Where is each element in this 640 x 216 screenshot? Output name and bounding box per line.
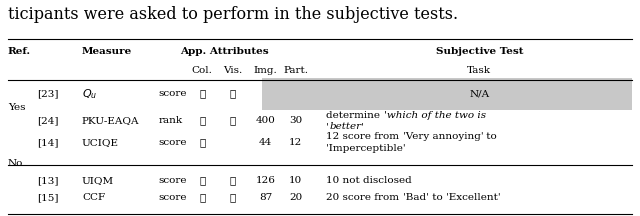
- Text: ✓: ✓: [199, 116, 205, 125]
- Text: CCF: CCF: [82, 193, 105, 202]
- Text: $Q_u$: $Q_u$: [82, 87, 97, 101]
- Text: ✓: ✓: [199, 138, 205, 147]
- Text: 'Very annoying': 'Very annoying': [403, 132, 483, 141]
- Text: UIQM: UIQM: [82, 176, 114, 185]
- Text: [23]: [23]: [37, 89, 59, 98]
- Text: 10 not disclosed: 10 not disclosed: [326, 176, 412, 185]
- Text: ': ': [326, 122, 329, 131]
- Text: better: better: [329, 122, 361, 131]
- Text: Subjective Test: Subjective Test: [436, 47, 523, 56]
- Text: ✓: ✓: [199, 193, 205, 202]
- Text: No: No: [8, 159, 23, 168]
- Text: ✓: ✓: [230, 116, 236, 125]
- Text: N/A: N/A: [469, 89, 490, 98]
- Text: 12: 12: [289, 138, 302, 147]
- Text: [24]: [24]: [37, 116, 59, 125]
- Text: ✓: ✓: [230, 176, 236, 185]
- Text: 20 score from: 20 score from: [326, 193, 403, 202]
- Text: 44: 44: [259, 138, 272, 147]
- Text: to: to: [429, 193, 445, 202]
- Text: Ref.: Ref.: [8, 47, 31, 56]
- Text: Yes: Yes: [8, 103, 25, 112]
- Text: 20: 20: [289, 193, 302, 202]
- Text: 126: 126: [255, 176, 276, 185]
- Text: 'Bad': 'Bad': [403, 193, 429, 202]
- Text: 10: 10: [289, 176, 302, 185]
- Text: 400: 400: [255, 116, 276, 125]
- Text: Vis.: Vis.: [223, 66, 243, 75]
- Text: ': ': [361, 122, 364, 131]
- Text: Img.: Img.: [253, 66, 278, 75]
- Text: Part.: Part.: [283, 66, 308, 75]
- Text: PKU-EAQA: PKU-EAQA: [82, 116, 140, 125]
- Text: ✓: ✓: [199, 89, 205, 98]
- Text: Task: Task: [467, 66, 492, 75]
- Text: Measure: Measure: [82, 47, 132, 56]
- Text: rank: rank: [159, 116, 183, 125]
- Text: [13]: [13]: [37, 176, 59, 185]
- Text: ✓: ✓: [230, 89, 236, 98]
- Text: 'which of the two is: 'which of the two is: [383, 111, 486, 119]
- Text: ✓: ✓: [230, 193, 236, 202]
- Text: score: score: [159, 138, 188, 147]
- Text: score: score: [159, 193, 188, 202]
- Text: Col.: Col.: [192, 66, 212, 75]
- Text: 12 score from: 12 score from: [326, 132, 403, 141]
- Text: 'Excellent': 'Excellent': [445, 193, 500, 202]
- Text: determine: determine: [326, 111, 383, 119]
- Text: score: score: [159, 89, 188, 98]
- Text: 87: 87: [259, 193, 272, 202]
- Text: 'Imperceptible': 'Imperceptible': [326, 144, 406, 153]
- Text: [14]: [14]: [37, 138, 59, 147]
- Text: to: to: [483, 132, 497, 141]
- Text: ticipants were asked to perform in the subjective tests.: ticipants were asked to perform in the s…: [8, 6, 458, 24]
- Text: UCIQE: UCIQE: [82, 138, 119, 147]
- Text: [15]: [15]: [37, 193, 59, 202]
- Text: score: score: [159, 176, 188, 185]
- Text: App. Attributes: App. Attributes: [180, 47, 268, 56]
- Text: ✓: ✓: [199, 176, 205, 185]
- Text: 30: 30: [289, 116, 302, 125]
